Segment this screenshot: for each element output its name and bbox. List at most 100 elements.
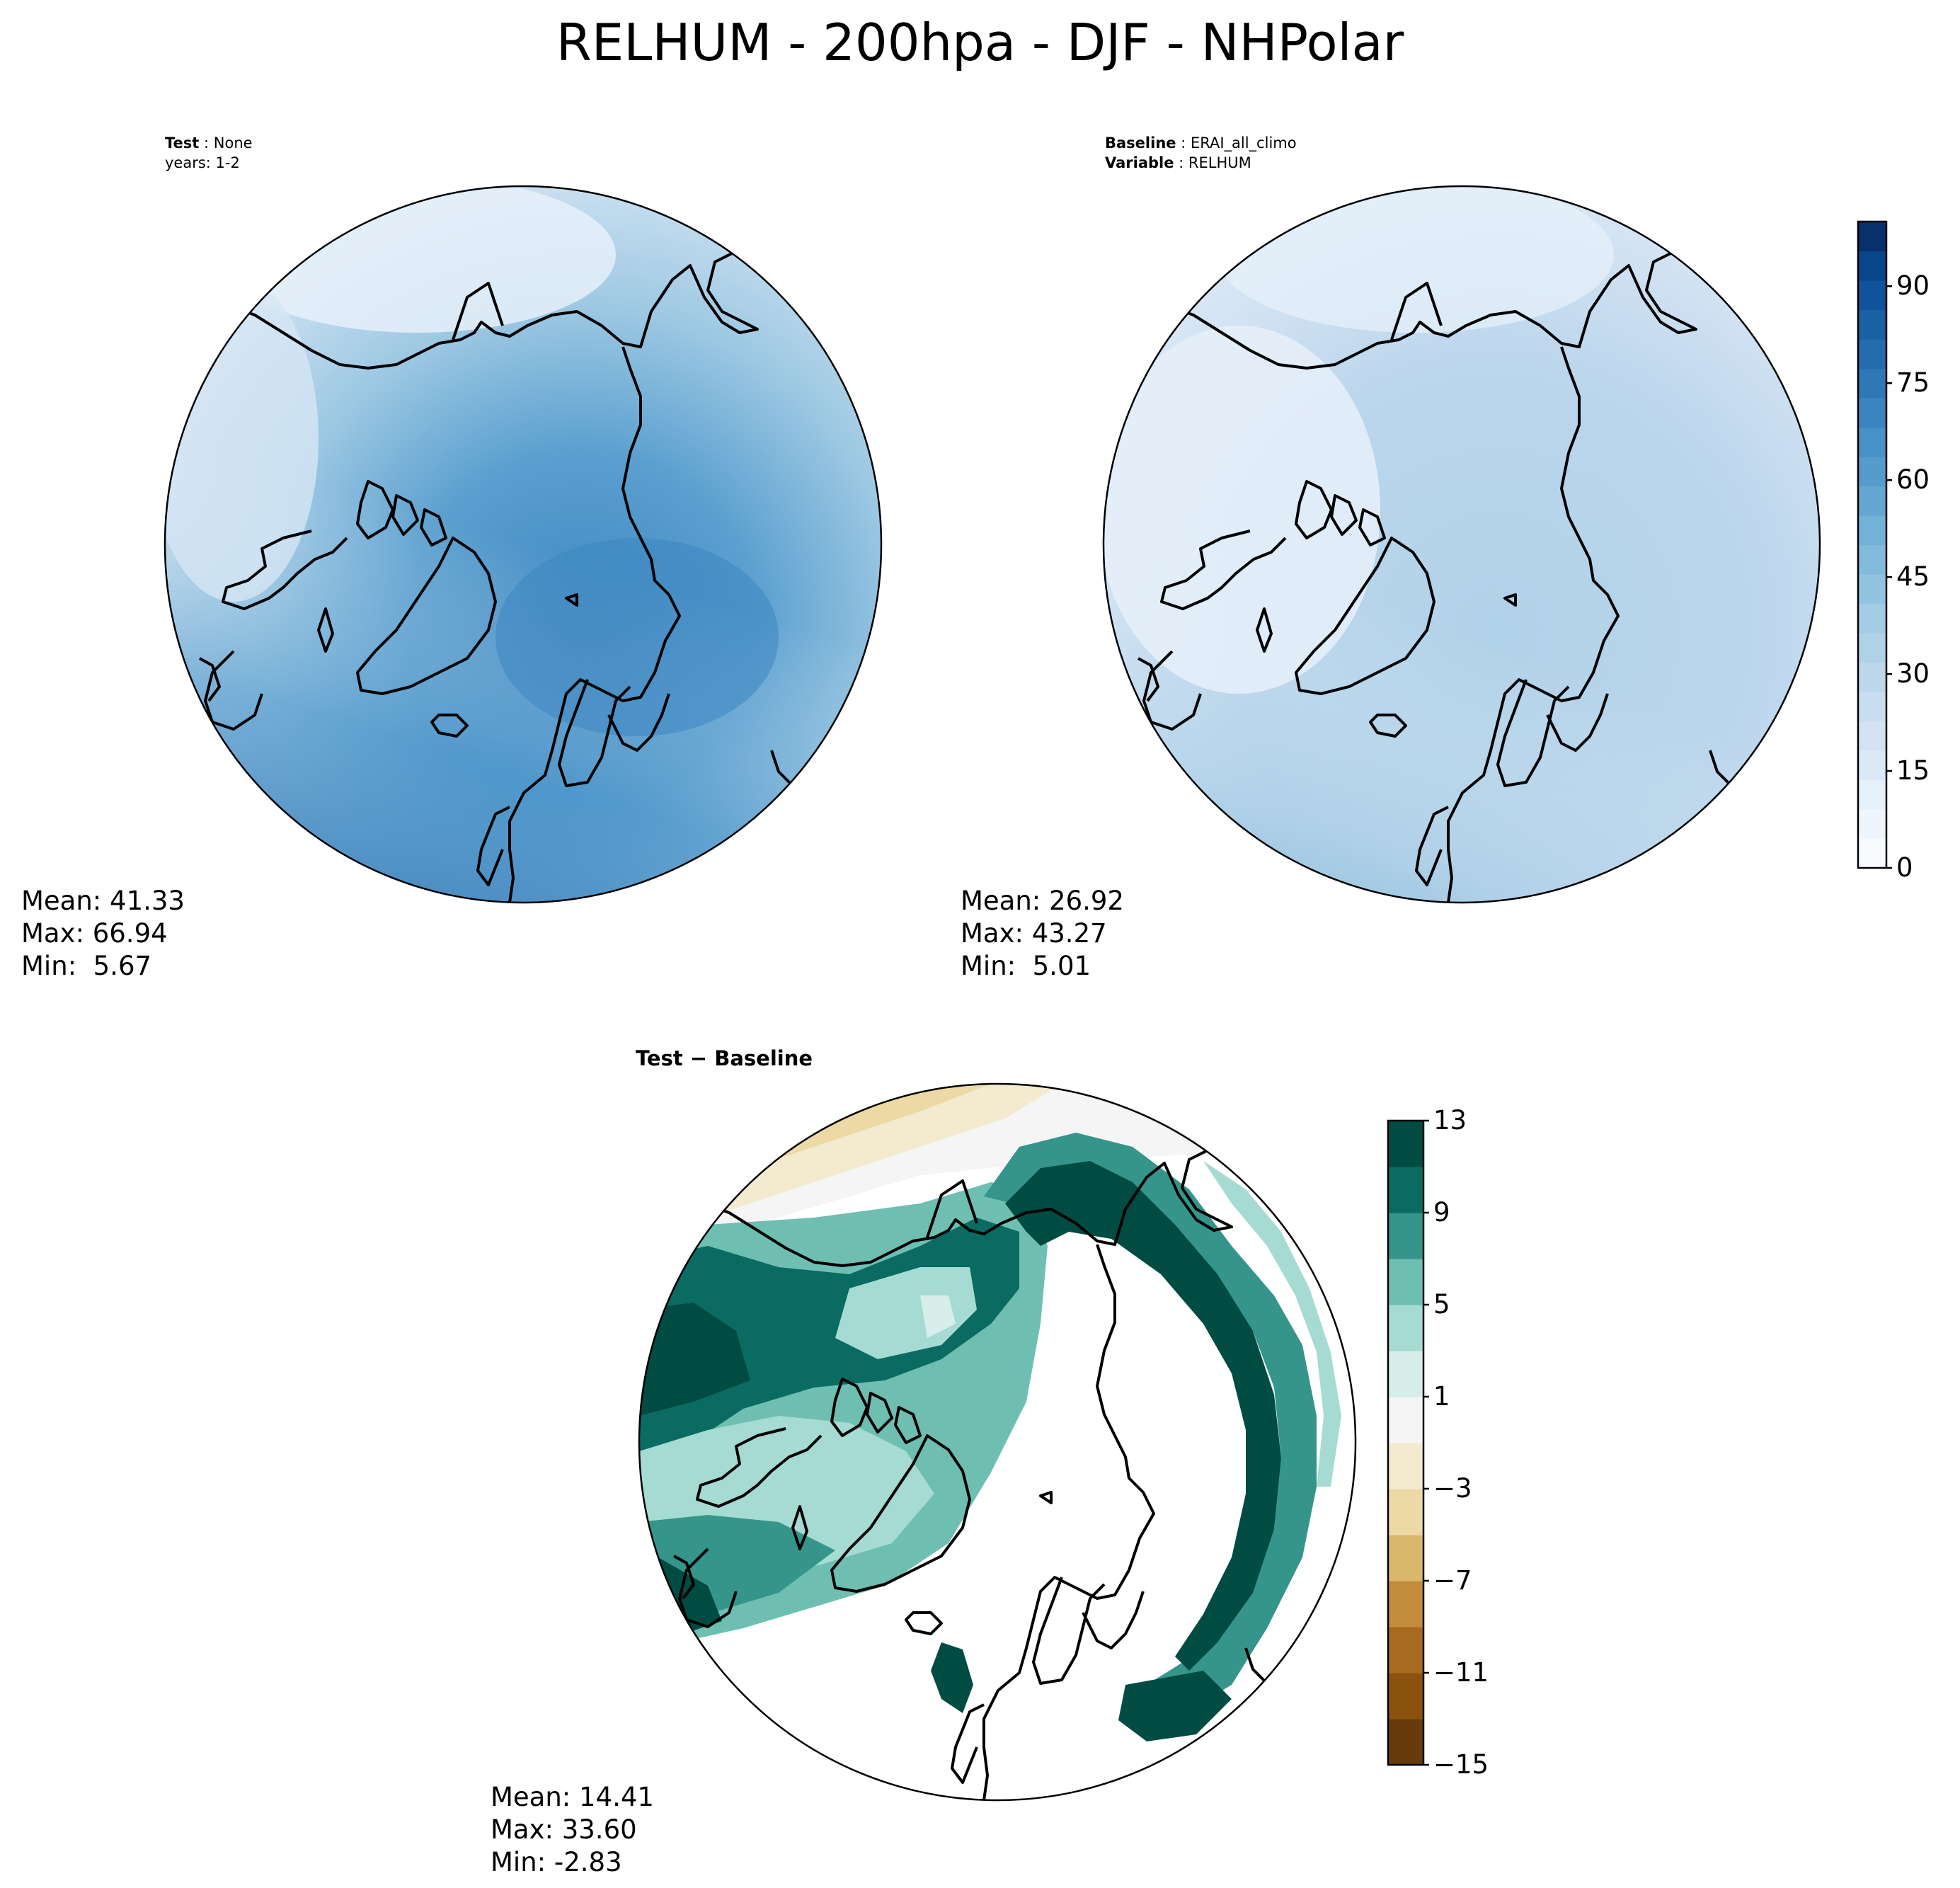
diff-zone-pale-teal	[920, 1295, 956, 1338]
main-colorbar-band	[1858, 544, 1886, 575]
baseline-max: Max: 43.27	[961, 918, 1107, 949]
diff-colorbar-band	[1388, 1397, 1423, 1443]
main-colorbar-tick-label: 60	[1896, 464, 1930, 496]
test-mean: Mean: 41.33	[21, 886, 185, 916]
main-colorbar-band	[1858, 368, 1886, 399]
diff-min: Min: -2.83	[491, 1847, 622, 1877]
diff-zone-east-arc-dark	[1005, 1161, 1281, 1671]
diff-zone-darkest-west	[639, 1303, 750, 1416]
main-colorbar-band	[1858, 251, 1886, 281]
diff-colorbar-tick-label: −15	[1433, 1749, 1489, 1780]
diff-colorbar-band	[1388, 1673, 1423, 1720]
test-field-west-low	[165, 276, 319, 602]
baseline-map-panel	[1102, 185, 1821, 904]
diff-colorbar-band	[1388, 1305, 1423, 1351]
main-colorbar-tick-label: 15	[1896, 755, 1930, 786]
main-colorbar-frame	[1857, 220, 1888, 869]
diff-colorbar-tick-label: 13	[1433, 1105, 1467, 1135]
baseline-min: Min: 5.01	[961, 951, 1091, 981]
main-colorbar-band	[1858, 574, 1886, 605]
main-colorbar-band	[1858, 662, 1886, 692]
diff-colorbar-tick-label: −11	[1433, 1657, 1489, 1688]
test-label-key: Test	[165, 135, 200, 151]
baseline-label-key: Baseline	[1105, 135, 1176, 151]
main-colorbar-tick-label: 75	[1896, 367, 1930, 399]
diff-panel-title: Test − Baseline	[636, 1046, 813, 1070]
diff-max: Max: 33.60	[491, 1814, 637, 1845]
test-stats: Mean: 41.33 Max: 66.94 Min: 5.67	[21, 885, 185, 983]
diff-colorbar-band	[1388, 1489, 1423, 1535]
diff-colorbar-band	[1388, 1535, 1423, 1581]
diff-colorbar-tick-label: −3	[1433, 1473, 1472, 1504]
baseline-coastlines	[1137, 218, 1789, 903]
main-colorbar-band	[1858, 750, 1886, 781]
diff-zone-se-blob	[1118, 1671, 1232, 1741]
main-colorbar-band	[1858, 457, 1886, 487]
main-colorbar	[1857, 220, 1892, 869]
baseline-variable-key: Variable	[1105, 154, 1174, 171]
diff-colorbar-band	[1388, 1719, 1423, 1766]
diff-zone-east-light	[1203, 1161, 1341, 1487]
diff-colorbar-band	[1388, 1121, 1423, 1167]
diff-stats: Mean: 14.41 Max: 33.60 Min: -2.83	[491, 1781, 654, 1879]
diff-colorbar-tick-label: 1	[1433, 1381, 1450, 1412]
main-colorbar-band	[1858, 721, 1886, 751]
diff-zone-east-arc	[984, 1133, 1317, 1727]
main-colorbar-bands	[1858, 222, 1886, 869]
main-colorbar-ticks	[1886, 285, 1892, 869]
main-colorbar-tick-label: 45	[1896, 561, 1930, 593]
figure-title: RELHUM - 200hpa - DJF - NHPolar	[556, 13, 1404, 72]
baseline-field-north-low	[1217, 186, 1614, 333]
baseline-label-value: ERAI_all_climo	[1190, 135, 1297, 151]
diff-mean: Mean: 14.41	[491, 1782, 654, 1812]
diff-colorbar-bands	[1388, 1121, 1423, 1766]
main-colorbar-band	[1858, 633, 1886, 663]
diff-colorbar-band	[1388, 1581, 1423, 1627]
main-colorbar-tick-label: 90	[1896, 270, 1930, 302]
baseline-mean: Mean: 26.92	[961, 886, 1124, 916]
main-colorbar-band	[1858, 603, 1886, 634]
main-colorbar-band	[1858, 222, 1886, 252]
diff-colorbar-band	[1388, 1167, 1423, 1213]
baseline-map-border	[1102, 185, 1821, 904]
main-colorbar-band	[1858, 339, 1886, 370]
diff-colorbar-tick-label: 9	[1433, 1197, 1450, 1228]
main-colorbar-band	[1858, 809, 1886, 840]
test-coastlines	[199, 218, 851, 903]
test-label-value: None	[213, 135, 253, 151]
baseline-variable-value: RELHUM	[1188, 154, 1251, 171]
diff-map-panel	[638, 1082, 1357, 1802]
main-colorbar-band	[1858, 398, 1886, 428]
test-min: Min: 5.67	[21, 951, 152, 981]
main-colorbar-tick-label: 30	[1896, 658, 1930, 690]
diff-map-border	[638, 1082, 1357, 1802]
diff-colorbar-band	[1388, 1627, 1423, 1674]
main-colorbar-band	[1858, 309, 1886, 340]
main-colorbar-band	[1858, 838, 1886, 869]
test-field-core	[495, 538, 779, 736]
diff-colorbar-band	[1388, 1443, 1423, 1489]
test-map-border	[164, 185, 883, 904]
diff-colorbar-band	[1388, 1259, 1423, 1305]
diff-colorbar-tick-label: −7	[1433, 1565, 1472, 1596]
diff-colorbar-frame	[1387, 1119, 1425, 1766]
diff-colorbar-band	[1388, 1351, 1423, 1397]
test-map-panel	[164, 185, 883, 904]
main-colorbar-band	[1858, 779, 1886, 810]
diff-zone-light-teal-center	[835, 1267, 977, 1359]
diff-colorbar-ticks	[1423, 1119, 1429, 1766]
main-colorbar-band	[1858, 486, 1886, 516]
baseline-field-west-low	[1104, 326, 1380, 694]
baseline-info-label: Baseline : ERAI_all_climo	[1105, 135, 1297, 151]
baseline-stats: Mean: 26.92 Max: 43.27 Min: 5.01	[961, 885, 1124, 983]
diff-zone-uk-blob	[931, 1642, 973, 1713]
main-colorbar-band	[1858, 515, 1886, 546]
diff-colorbar-tick-label: 5	[1433, 1289, 1450, 1320]
diff-colorbar	[1387, 1119, 1429, 1766]
main-colorbar-band	[1858, 692, 1886, 722]
main-colorbar-band	[1858, 427, 1886, 457]
test-years-label: years: 1-2	[165, 154, 240, 171]
test-max: Max: 66.94	[21, 918, 168, 949]
main-colorbar-tick-label: 0	[1896, 852, 1913, 883]
